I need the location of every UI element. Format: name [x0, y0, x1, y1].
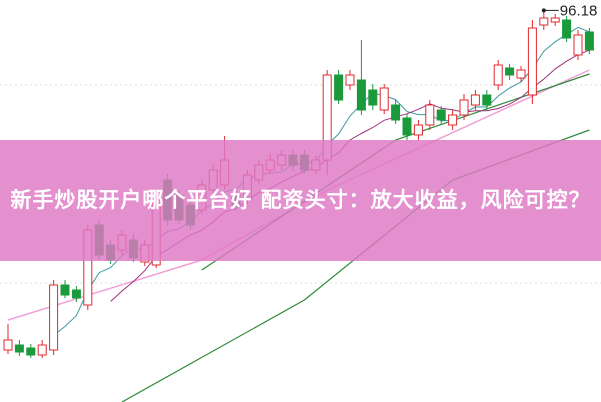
candle-body [334, 74, 344, 101]
candle [402, 114, 412, 140]
banner-title: 新手炒股开户哪个平台好 配资头寸：放大收益，风险可控？ [10, 188, 591, 212]
candle [345, 70, 355, 90]
candle-body [493, 64, 503, 86]
candle-body [505, 67, 515, 76]
candle-body [345, 74, 355, 86]
candle-body [37, 344, 47, 356]
candle [562, 16, 572, 42]
candle-body [391, 104, 401, 121]
title-banner: 新手炒股开户哪个平台好 配资头寸：放大收益，风险可控？ [0, 140, 601, 261]
candle [459, 94, 469, 120]
candle-body [436, 109, 446, 121]
candle-body [356, 79, 366, 111]
candle [527, 20, 537, 104]
candle [368, 84, 378, 110]
candle-body [516, 69, 526, 79]
candle-body [573, 34, 583, 56]
candle [493, 60, 503, 90]
candle-body [368, 89, 378, 106]
candle-body [562, 19, 572, 39]
candle [391, 100, 401, 124]
candle-body [71, 289, 81, 299]
candle [550, 14, 560, 26]
candle-body [49, 284, 59, 351]
candle [60, 280, 70, 298]
candle [71, 286, 81, 302]
candle-body [379, 87, 389, 111]
high-marker: 96.18 [541, 2, 598, 19]
candle-body [26, 347, 36, 356]
candle-body [470, 94, 480, 106]
candle [334, 70, 344, 104]
candle [573, 30, 583, 60]
candle [470, 90, 480, 110]
candle [516, 66, 526, 82]
candle-body [448, 114, 458, 126]
candle-body [425, 104, 435, 126]
candle-body [550, 17, 560, 23]
candle-body [459, 99, 469, 116]
candle [3, 324, 13, 354]
high-price-label: 96.18 [560, 2, 598, 19]
high-marker-dot [541, 8, 546, 13]
candle [26, 344, 36, 358]
candle [413, 120, 423, 140]
candle [436, 106, 446, 124]
candle [356, 40, 366, 115]
candle [379, 84, 389, 114]
candle [505, 64, 515, 80]
candle [539, 10, 549, 30]
candle [425, 100, 435, 130]
candle-body [3, 339, 13, 351]
candle-body [14, 344, 24, 353]
candle-body [539, 17, 549, 26]
candle-body [402, 117, 412, 136]
candle-body [527, 27, 537, 96]
candle [448, 110, 458, 130]
candle-body [584, 31, 594, 51]
candle [482, 90, 492, 110]
candle-body [482, 94, 492, 106]
candle [49, 280, 59, 355]
candle [584, 28, 594, 54]
candle [14, 340, 24, 356]
candle [37, 340, 47, 358]
candle-body [413, 124, 423, 136]
candle-body [60, 284, 70, 296]
